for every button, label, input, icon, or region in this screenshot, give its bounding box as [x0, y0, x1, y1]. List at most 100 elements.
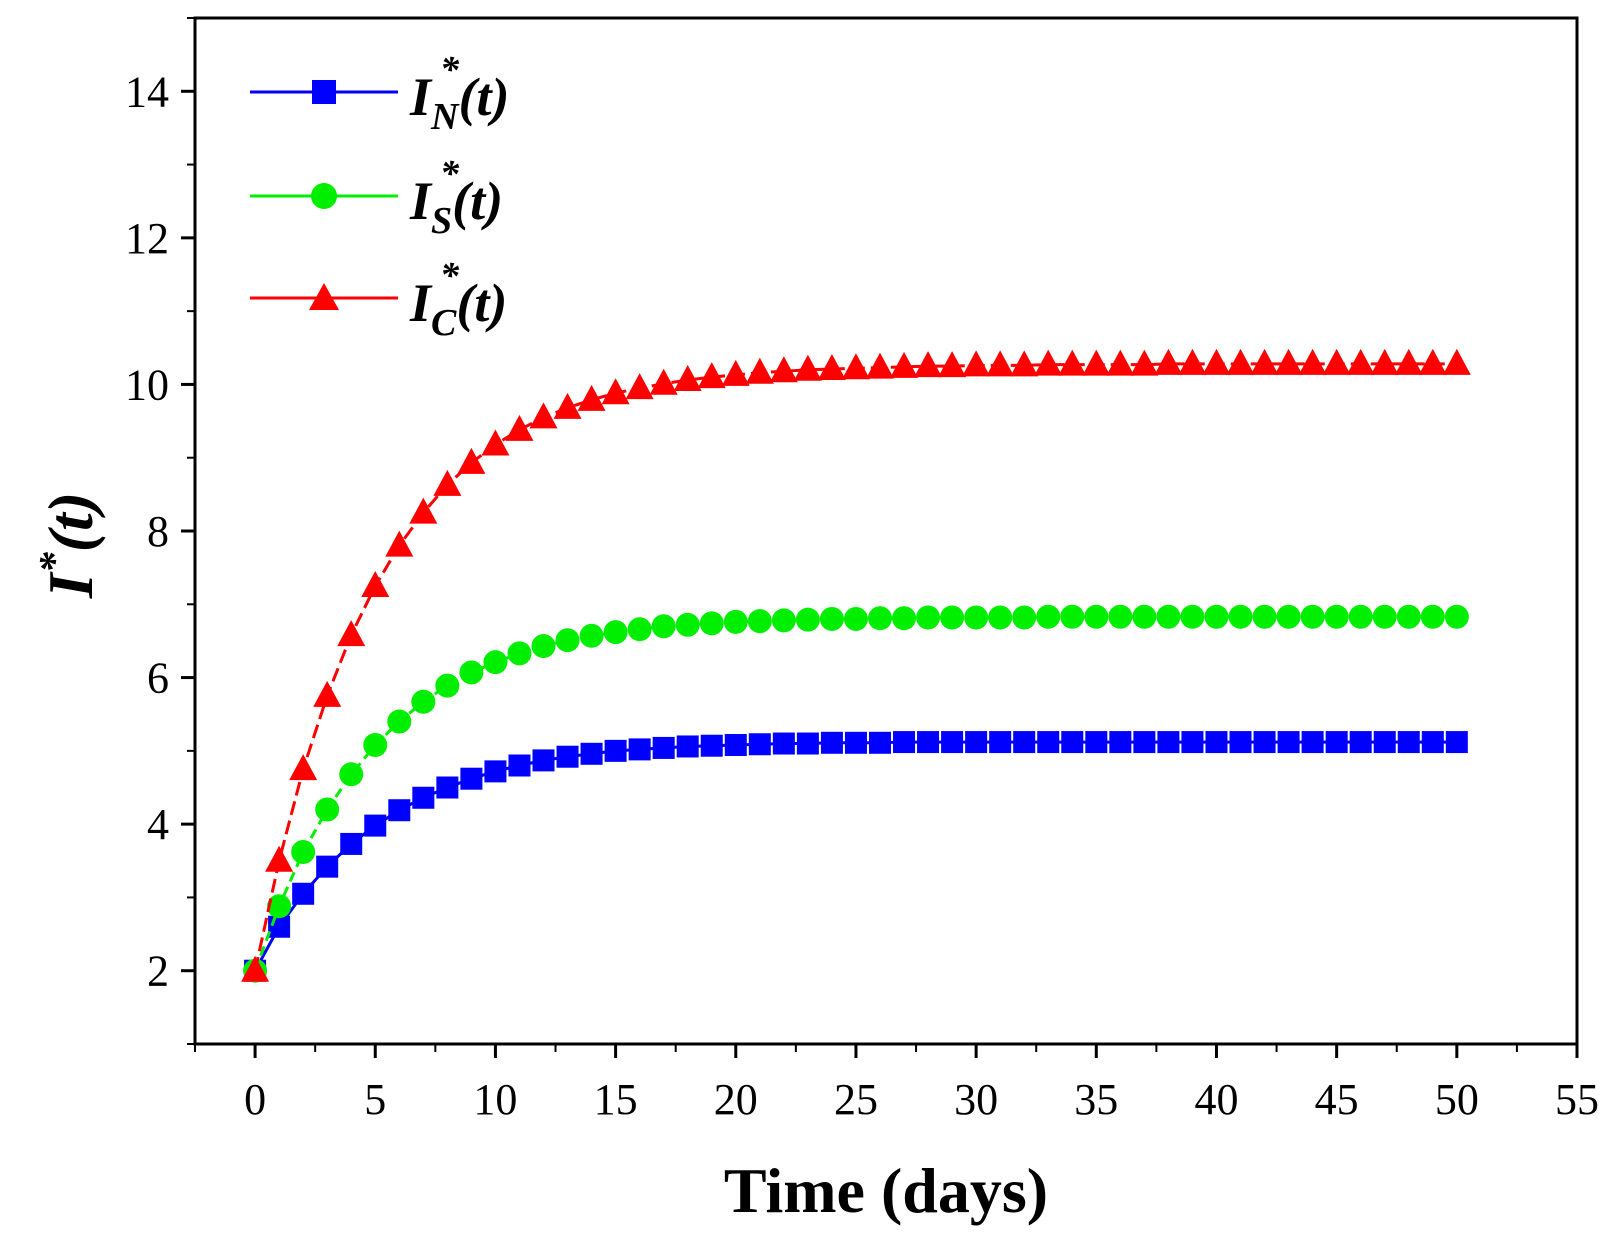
data-point-triangle	[673, 365, 702, 392]
data-point-triangle	[1010, 350, 1039, 377]
data-point-square	[1253, 731, 1276, 754]
data-point-square	[893, 731, 916, 754]
series-circle	[243, 604, 1469, 983]
data-point-triangle	[1370, 348, 1399, 375]
data-point-square	[917, 731, 940, 754]
data-point-circle	[940, 605, 965, 630]
y-axis-title: I*(t)	[32, 492, 106, 599]
data-point-triangle	[1346, 348, 1375, 375]
x-tick-label: 10	[473, 1075, 517, 1124]
data-point-circle	[747, 609, 772, 634]
data-point-triangle	[385, 530, 414, 557]
data-point-triangle	[1226, 348, 1255, 375]
data-point-triangle	[361, 570, 390, 597]
y-tick-label: 12	[125, 214, 169, 263]
data-point-circle	[892, 606, 917, 631]
data-point-square	[1349, 731, 1372, 754]
legend-label-in-sup: *	[440, 49, 460, 91]
data-point-circle	[1276, 604, 1301, 629]
data-point-circle	[435, 673, 460, 698]
data-point-circle	[819, 606, 844, 631]
data-point-triangle	[457, 447, 486, 474]
legend-label-ic-base: I	[409, 273, 433, 333]
data-point-triangle	[914, 351, 943, 378]
data-point-circle	[723, 609, 748, 634]
data-point-circle	[1180, 604, 1205, 629]
data-point-square	[1085, 731, 1108, 754]
x-tick-label: 15	[594, 1075, 638, 1124]
data-point-circle	[1084, 604, 1109, 629]
data-point-square	[292, 882, 315, 905]
data-point-triangle	[625, 373, 654, 400]
legend-label-ic-arg: (t)	[456, 273, 507, 333]
y-axis-title-base: I	[35, 571, 106, 599]
data-point-triangle	[1274, 348, 1303, 375]
x-tick-label: 35	[1074, 1075, 1118, 1124]
data-point-triangle	[1082, 349, 1111, 376]
data-point-square	[700, 734, 723, 757]
data-point-triangle	[938, 351, 967, 378]
y-tick-label: 2	[147, 947, 169, 996]
data-point-circle	[675, 612, 700, 637]
data-point-square	[1133, 731, 1156, 754]
x-tick-label: 25	[834, 1075, 878, 1124]
data-point-circle	[988, 605, 1013, 630]
legend-item-is: IS(t) *	[250, 153, 503, 242]
data-point-triangle	[241, 955, 270, 982]
data-point-square	[1181, 731, 1204, 754]
data-point-triangle	[793, 354, 822, 381]
series-line	[253, 740, 1457, 972]
data-point-square	[868, 731, 891, 754]
data-point-circle	[1036, 604, 1061, 629]
data-point-circle	[1108, 604, 1133, 629]
data-point-triangle	[962, 350, 991, 377]
data-point-square	[1109, 731, 1132, 754]
data-point-square	[388, 799, 411, 822]
data-point-circle	[339, 762, 364, 787]
legend-label-ic-sup: *	[440, 255, 460, 297]
legend-label-in-arg: (t)	[458, 67, 509, 127]
data-point-square	[652, 736, 675, 759]
data-point-triangle	[986, 350, 1015, 377]
x-tick-label: 45	[1315, 1075, 1359, 1124]
data-point-circle	[627, 617, 652, 642]
y-tick-label: 14	[125, 67, 169, 116]
x-tick-label: 50	[1435, 1075, 1479, 1124]
legend: IN(t) * IS(t) * IC(t) *	[250, 49, 509, 344]
data-point-square	[796, 732, 819, 755]
legend-label-is: IS(t)	[409, 171, 503, 242]
data-point-square	[1229, 731, 1252, 754]
data-point-triangle	[1202, 348, 1231, 375]
data-point-square	[965, 731, 988, 754]
data-point-triangle	[697, 362, 726, 389]
data-point-triangle	[769, 356, 798, 383]
data-point-square	[436, 776, 459, 799]
data-point-triangle	[553, 392, 582, 419]
data-point-triangle	[1106, 349, 1135, 376]
legend-marker-ic	[309, 283, 339, 310]
data-point-square	[1421, 731, 1444, 754]
data-point-square	[316, 855, 339, 878]
data-point-square	[1325, 731, 1348, 754]
legend-label-ic: IC(t)	[409, 273, 507, 344]
y-tick-label: 4	[147, 800, 169, 849]
data-point-circle	[555, 628, 580, 653]
data-point-square	[844, 731, 867, 754]
x-tick-label: 5	[364, 1075, 386, 1124]
data-point-circle	[867, 606, 892, 631]
data-point-triangle	[817, 354, 846, 381]
data-point-circle	[483, 650, 508, 675]
y-tick-label: 10	[125, 360, 169, 409]
x-tick-label: 30	[954, 1075, 998, 1124]
series-layer	[241, 348, 1471, 983]
legend-label-in-base: I	[409, 67, 433, 127]
data-point-circle	[411, 689, 436, 714]
data-point-circle	[1204, 604, 1229, 629]
data-point-square	[268, 915, 291, 938]
data-point-triangle	[841, 353, 870, 380]
data-point-circle	[795, 607, 820, 632]
data-point-square	[484, 760, 507, 783]
data-point-circle	[1156, 604, 1181, 629]
data-point-triangle	[1178, 348, 1207, 375]
